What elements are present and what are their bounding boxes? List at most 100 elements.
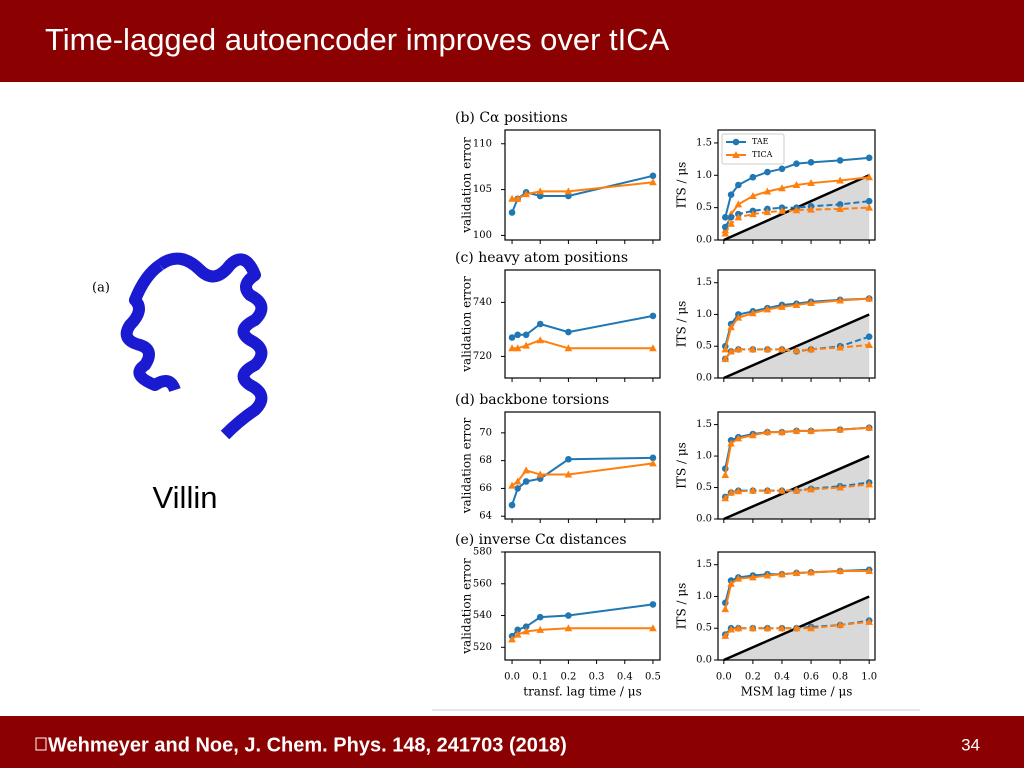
marker xyxy=(778,302,786,310)
y-tick-label: 580 xyxy=(473,547,492,558)
series-line xyxy=(511,462,654,487)
y-axis-label: ITS / μs xyxy=(675,583,689,630)
marker xyxy=(807,624,815,632)
y-tick-label: 105 xyxy=(473,184,492,195)
marker xyxy=(734,345,743,353)
page-number: 34 xyxy=(961,735,980,754)
marker xyxy=(763,305,772,313)
marker xyxy=(536,625,545,633)
marker xyxy=(807,485,815,493)
y-tick-label: 1.0 xyxy=(696,170,712,181)
axes-frame xyxy=(504,269,661,379)
marker xyxy=(778,184,786,192)
title-bar xyxy=(0,0,1024,82)
x-tick-label: 0.0 xyxy=(716,672,732,683)
marker xyxy=(734,213,743,221)
y-tick-label: 0.5 xyxy=(696,341,712,352)
marker xyxy=(763,208,772,216)
x-tick-label: 1.0 xyxy=(861,672,877,683)
marker xyxy=(792,486,801,494)
y-axis-label: ITS / μs xyxy=(675,442,689,489)
marker xyxy=(763,187,772,195)
marker xyxy=(763,345,772,353)
marker xyxy=(865,617,873,625)
marker xyxy=(513,477,522,485)
marker xyxy=(522,331,530,339)
molecule-name: Villin xyxy=(153,480,218,515)
x-tick-label: 0.5 xyxy=(645,672,661,683)
marker xyxy=(513,194,522,202)
marker xyxy=(807,179,815,187)
y-tick-label: 1.5 xyxy=(696,277,712,288)
panel-label: (e) inverse Cα distances xyxy=(455,532,627,548)
axes-frame xyxy=(717,129,876,241)
y-tick-label: 0.0 xyxy=(696,235,712,246)
marker xyxy=(514,331,521,339)
marker xyxy=(865,203,873,211)
y-tick-label: 720 xyxy=(473,351,492,362)
series-line xyxy=(724,426,870,476)
y-tick-label: 1.5 xyxy=(696,137,712,148)
series-line xyxy=(512,339,653,350)
marker xyxy=(749,624,757,632)
marker xyxy=(734,487,743,495)
marker xyxy=(836,425,844,433)
marker xyxy=(508,481,516,489)
y-tick-label: 0.5 xyxy=(696,623,712,634)
y-tick-label: 540 xyxy=(473,610,492,621)
marker xyxy=(749,192,757,199)
axes-frame xyxy=(717,551,876,661)
x-tick-label: 0.2 xyxy=(560,672,576,683)
marker xyxy=(764,168,771,176)
marker xyxy=(865,197,873,205)
legend-label: TICA xyxy=(752,150,773,159)
marker xyxy=(836,483,844,491)
marker xyxy=(565,612,572,619)
y-tick-label: 100 xyxy=(473,230,492,241)
marker xyxy=(508,209,516,216)
marker xyxy=(836,157,844,164)
legend-label: TAE xyxy=(752,137,769,146)
marker xyxy=(565,328,572,336)
y-tick-label: 520 xyxy=(473,642,492,653)
marker xyxy=(649,624,657,632)
x-tick-label: 0.6 xyxy=(803,672,819,683)
marker xyxy=(778,486,786,494)
axes-frame xyxy=(504,551,661,661)
marker xyxy=(836,621,844,629)
marker xyxy=(649,459,657,467)
y-tick-label: 1.0 xyxy=(696,309,712,320)
bullet xyxy=(35,737,47,751)
marker xyxy=(649,312,657,320)
axes-frame xyxy=(504,129,661,241)
marker xyxy=(749,173,757,181)
marker xyxy=(508,501,516,509)
marker xyxy=(513,344,522,352)
marker xyxy=(865,340,873,348)
marker xyxy=(778,428,786,436)
marker xyxy=(564,470,573,478)
x-axis-label: transf. lag time / μs xyxy=(523,685,642,699)
y-tick-label: 1.0 xyxy=(696,451,712,462)
marker xyxy=(749,431,757,439)
y-axis-label: validation error xyxy=(460,137,474,234)
x-tick-label: 0.0 xyxy=(504,672,520,683)
marker xyxy=(749,345,757,353)
marker xyxy=(649,178,657,186)
marker xyxy=(836,176,844,184)
series-line xyxy=(724,206,870,235)
marker xyxy=(564,187,573,195)
marker xyxy=(793,160,800,167)
marker xyxy=(522,466,530,474)
x-tick-label: 0.1 xyxy=(532,672,548,683)
marker xyxy=(807,159,815,166)
marker xyxy=(734,574,743,582)
panel-label: (a) xyxy=(92,281,110,296)
marker xyxy=(536,187,545,195)
y-tick-label: 0.0 xyxy=(696,514,712,525)
y-tick-label: 1.5 xyxy=(696,559,712,570)
molecule xyxy=(120,252,268,440)
series-line xyxy=(511,314,654,339)
marker xyxy=(865,567,873,575)
